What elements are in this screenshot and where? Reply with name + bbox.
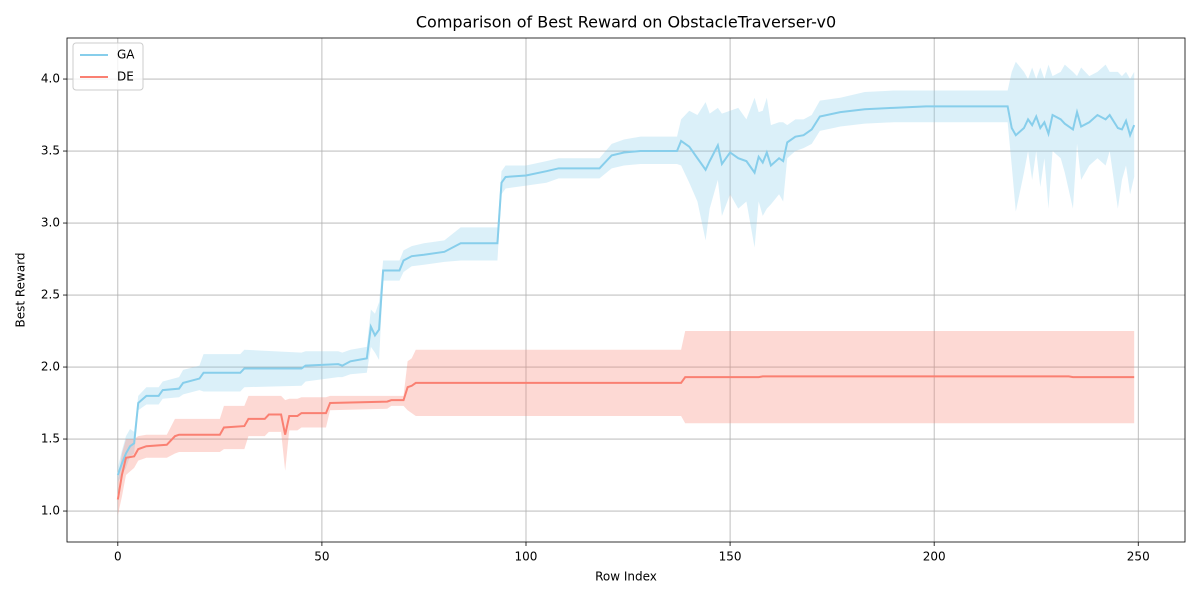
- x-tick-label: 250: [1127, 550, 1150, 564]
- series-line: [116, 105, 1136, 476]
- legend-label: DE: [117, 70, 134, 84]
- axes-frame: [66, 37, 1186, 543]
- x-tick-label: 150: [719, 550, 742, 564]
- y-tick-label: 3.5: [41, 144, 60, 158]
- y-tick-label: 2.0: [41, 360, 60, 374]
- x-tick-label: 100: [515, 550, 538, 564]
- y-tick-label: 3.0: [41, 216, 60, 230]
- x-tick-label: 0: [114, 550, 122, 564]
- legend-label: GA: [117, 48, 135, 62]
- series-line: [116, 375, 1135, 500]
- legend: GA DE: [72, 42, 144, 91]
- y-axis-label: Best Reward: [14, 252, 28, 327]
- y-tick-label: 1.5: [41, 432, 60, 446]
- y-tick-label: 1.0: [41, 504, 60, 518]
- x-tick-label: 50: [314, 550, 329, 564]
- y-tick-label: 4.0: [41, 72, 60, 86]
- x-tick-label: 200: [923, 550, 946, 564]
- y-tick-label: 2.5: [41, 288, 60, 302]
- chart-title: Comparison of Best Reward on ObstacleTra…: [416, 13, 836, 32]
- x-axis-label: Row Index: [595, 570, 657, 584]
- confidence-band: [117, 61, 1135, 483]
